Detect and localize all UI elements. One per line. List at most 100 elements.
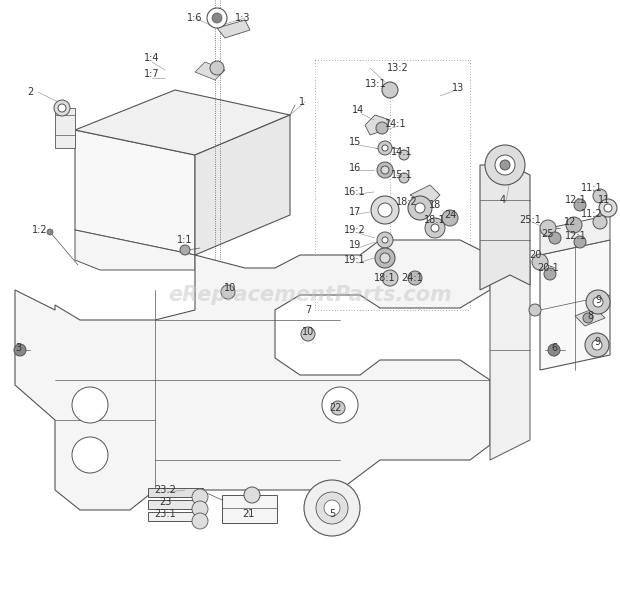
Text: 21: 21 — [242, 509, 254, 519]
Polygon shape — [195, 62, 225, 80]
Circle shape — [14, 344, 26, 356]
Text: 12:1: 12:1 — [565, 195, 587, 205]
Circle shape — [324, 500, 340, 516]
Circle shape — [316, 492, 348, 524]
Text: 22: 22 — [329, 403, 341, 413]
Circle shape — [382, 237, 388, 243]
Circle shape — [415, 203, 425, 213]
Circle shape — [529, 304, 541, 316]
Circle shape — [382, 145, 388, 151]
Circle shape — [544, 268, 556, 280]
Text: 1:7: 1:7 — [144, 69, 160, 79]
Circle shape — [54, 100, 70, 116]
Circle shape — [304, 480, 360, 536]
Bar — [148, 500, 203, 509]
Circle shape — [375, 248, 395, 268]
Circle shape — [399, 173, 409, 183]
Text: 1:4: 1:4 — [144, 53, 160, 63]
Circle shape — [192, 489, 208, 505]
Text: 18: 18 — [429, 200, 441, 210]
Text: 24: 24 — [444, 210, 456, 220]
Text: 13:2: 13:2 — [387, 63, 409, 73]
Text: 25:1: 25:1 — [519, 215, 541, 225]
Circle shape — [381, 166, 389, 174]
Text: 1:3: 1:3 — [235, 13, 250, 23]
Text: 7: 7 — [305, 305, 311, 315]
Circle shape — [72, 437, 108, 473]
Circle shape — [549, 232, 561, 244]
Circle shape — [58, 104, 66, 112]
Circle shape — [380, 253, 390, 263]
Circle shape — [210, 61, 224, 75]
Text: 14:1: 14:1 — [385, 119, 407, 129]
Text: 11: 11 — [598, 195, 610, 205]
Text: 24:1: 24:1 — [401, 273, 423, 283]
Circle shape — [47, 229, 53, 235]
Circle shape — [593, 297, 603, 307]
Polygon shape — [540, 215, 610, 255]
Text: 14:1: 14:1 — [391, 147, 413, 157]
Polygon shape — [75, 90, 290, 155]
Text: 23:2: 23:2 — [154, 485, 176, 495]
Text: 6: 6 — [551, 343, 557, 353]
Bar — [148, 488, 203, 497]
Circle shape — [382, 82, 398, 98]
Text: 14: 14 — [352, 105, 364, 115]
Circle shape — [408, 196, 432, 220]
Circle shape — [331, 401, 345, 415]
Circle shape — [382, 270, 398, 286]
Text: 8: 8 — [587, 311, 593, 321]
Text: 10: 10 — [302, 327, 314, 337]
Circle shape — [378, 203, 392, 217]
Circle shape — [540, 220, 556, 236]
Text: 15:1: 15:1 — [391, 170, 413, 180]
Text: 19: 19 — [349, 240, 361, 250]
Text: 20: 20 — [529, 250, 541, 260]
Text: 1:2: 1:2 — [32, 225, 48, 235]
Text: 18:1: 18:1 — [424, 215, 446, 225]
Text: 10: 10 — [224, 283, 236, 293]
Circle shape — [566, 217, 582, 233]
Text: 5: 5 — [329, 509, 335, 519]
Circle shape — [371, 196, 399, 224]
Text: 16: 16 — [349, 163, 361, 173]
Circle shape — [500, 160, 510, 170]
Text: 23:1: 23:1 — [154, 509, 176, 519]
Circle shape — [192, 513, 208, 529]
Polygon shape — [217, 20, 250, 38]
Circle shape — [192, 501, 208, 517]
Polygon shape — [75, 130, 195, 255]
Text: 12:1: 12:1 — [565, 231, 587, 241]
Circle shape — [532, 254, 548, 270]
Circle shape — [585, 333, 609, 357]
Circle shape — [378, 141, 392, 155]
Circle shape — [574, 236, 586, 248]
Circle shape — [593, 189, 607, 203]
Circle shape — [207, 8, 227, 28]
Text: 9: 9 — [594, 337, 600, 347]
Polygon shape — [365, 115, 390, 135]
Text: 11:1: 11:1 — [581, 183, 603, 193]
Circle shape — [604, 204, 612, 212]
Circle shape — [408, 271, 422, 285]
Text: 16:1: 16:1 — [344, 187, 366, 197]
Circle shape — [377, 232, 393, 248]
Text: 2: 2 — [27, 87, 33, 97]
Bar — [148, 512, 203, 521]
Text: 13:1: 13:1 — [365, 79, 387, 89]
Circle shape — [322, 387, 358, 423]
Text: 12: 12 — [564, 217, 576, 227]
Circle shape — [583, 313, 593, 323]
Circle shape — [495, 155, 515, 175]
Circle shape — [592, 340, 602, 350]
Polygon shape — [410, 185, 440, 205]
Text: 19:2: 19:2 — [344, 225, 366, 235]
Text: 11:2: 11:2 — [581, 209, 603, 219]
Circle shape — [399, 150, 409, 160]
Text: 4: 4 — [500, 195, 506, 205]
Circle shape — [244, 487, 260, 503]
Text: 1:1: 1:1 — [177, 235, 193, 245]
Polygon shape — [75, 230, 195, 270]
Circle shape — [376, 122, 388, 134]
Bar — [222, 495, 277, 523]
